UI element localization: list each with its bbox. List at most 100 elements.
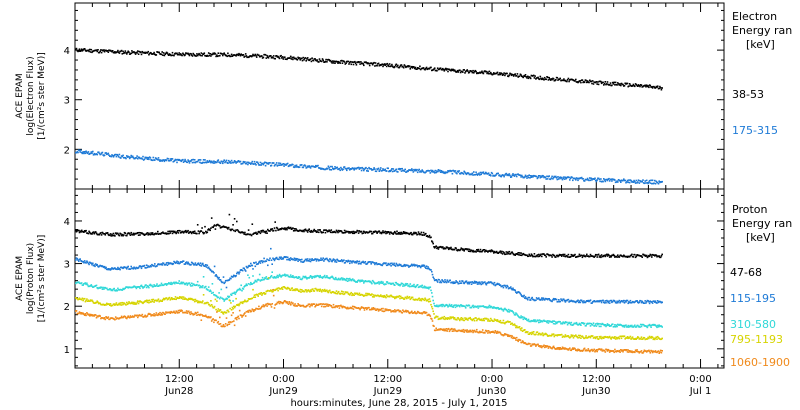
data-point — [514, 73, 516, 75]
data-point — [410, 231, 412, 234]
data-point — [515, 75, 517, 77]
data-point — [232, 224, 234, 226]
data-point — [85, 262, 87, 264]
data-point — [595, 336, 598, 338]
data-point — [490, 71, 492, 74]
data-point — [541, 333, 543, 336]
data-point — [210, 160, 213, 163]
data-point — [435, 171, 437, 174]
data-point — [542, 175, 545, 177]
data-point — [134, 52, 136, 54]
data-point — [87, 262, 90, 265]
data-point — [380, 282, 382, 284]
data-point — [416, 233, 419, 236]
data-point — [168, 54, 170, 56]
data-point — [340, 166, 342, 169]
data-point — [592, 322, 595, 324]
data-point — [453, 304, 456, 306]
data-point — [614, 84, 616, 86]
data-point — [248, 55, 251, 58]
data-point — [622, 179, 624, 182]
data-point — [384, 230, 386, 233]
data-point — [162, 262, 165, 265]
data-point — [578, 80, 581, 82]
data-point — [427, 266, 429, 268]
data-point — [312, 229, 315, 232]
data-point — [451, 281, 454, 283]
data-point — [253, 282, 255, 284]
data-point — [180, 297, 183, 300]
data-point — [425, 171, 427, 173]
data-point — [433, 313, 435, 315]
data-point — [582, 301, 584, 304]
data-point — [480, 318, 482, 321]
data-point — [397, 283, 399, 285]
data-point — [365, 166, 367, 169]
data-point — [529, 76, 531, 79]
data-point — [425, 66, 428, 69]
data-point — [100, 286, 103, 289]
data-point — [436, 67, 439, 69]
data-point — [546, 76, 549, 79]
data-point — [628, 179, 630, 181]
data-point — [456, 172, 458, 175]
data-point — [537, 176, 539, 179]
data-point — [656, 181, 659, 184]
data-point — [612, 178, 615, 181]
data-point — [280, 287, 282, 290]
data-point — [537, 76, 539, 79]
data-point — [535, 297, 538, 299]
data-point — [78, 298, 80, 300]
data-point — [596, 179, 598, 181]
data-point — [453, 318, 455, 320]
data-point — [428, 236, 430, 238]
data-point — [85, 299, 87, 302]
data-point — [562, 253, 564, 256]
data-point — [504, 74, 506, 77]
data-point — [545, 256, 547, 258]
data-point — [367, 170, 369, 172]
data-point — [202, 53, 205, 56]
data-point — [115, 233, 118, 235]
data-point — [289, 57, 291, 59]
data-point — [222, 281, 224, 284]
data-point — [504, 253, 507, 255]
data-point — [617, 300, 620, 303]
data-point — [145, 284, 147, 286]
data-point — [422, 171, 425, 173]
data-point — [358, 168, 361, 170]
data-point — [95, 49, 98, 51]
data-point — [349, 292, 352, 295]
data-point — [203, 161, 206, 164]
data-point — [285, 164, 288, 166]
data-point — [563, 178, 566, 180]
data-point — [117, 304, 119, 306]
data-point — [636, 337, 638, 339]
data-point — [595, 180, 598, 183]
data-point — [215, 55, 217, 58]
data-point — [167, 158, 169, 160]
data-point — [151, 298, 153, 301]
data-point — [221, 53, 223, 55]
data-point — [528, 174, 530, 176]
data-point — [419, 265, 421, 268]
data-point — [314, 275, 316, 277]
data-point — [465, 280, 468, 282]
data-point — [602, 336, 604, 338]
data-point — [623, 326, 626, 328]
data-point — [346, 261, 349, 263]
data-point — [436, 315, 439, 318]
data-point — [602, 180, 604, 183]
data-point — [539, 321, 542, 323]
data-point — [337, 60, 340, 63]
data-point — [575, 78, 577, 81]
data-point — [462, 71, 464, 73]
data-point — [271, 271, 273, 273]
data-point — [429, 286, 432, 288]
data-point — [529, 299, 532, 301]
data-point — [292, 258, 295, 261]
data-point — [382, 168, 384, 170]
data-point — [147, 50, 149, 53]
data-point — [417, 231, 420, 233]
data-point — [184, 158, 186, 161]
